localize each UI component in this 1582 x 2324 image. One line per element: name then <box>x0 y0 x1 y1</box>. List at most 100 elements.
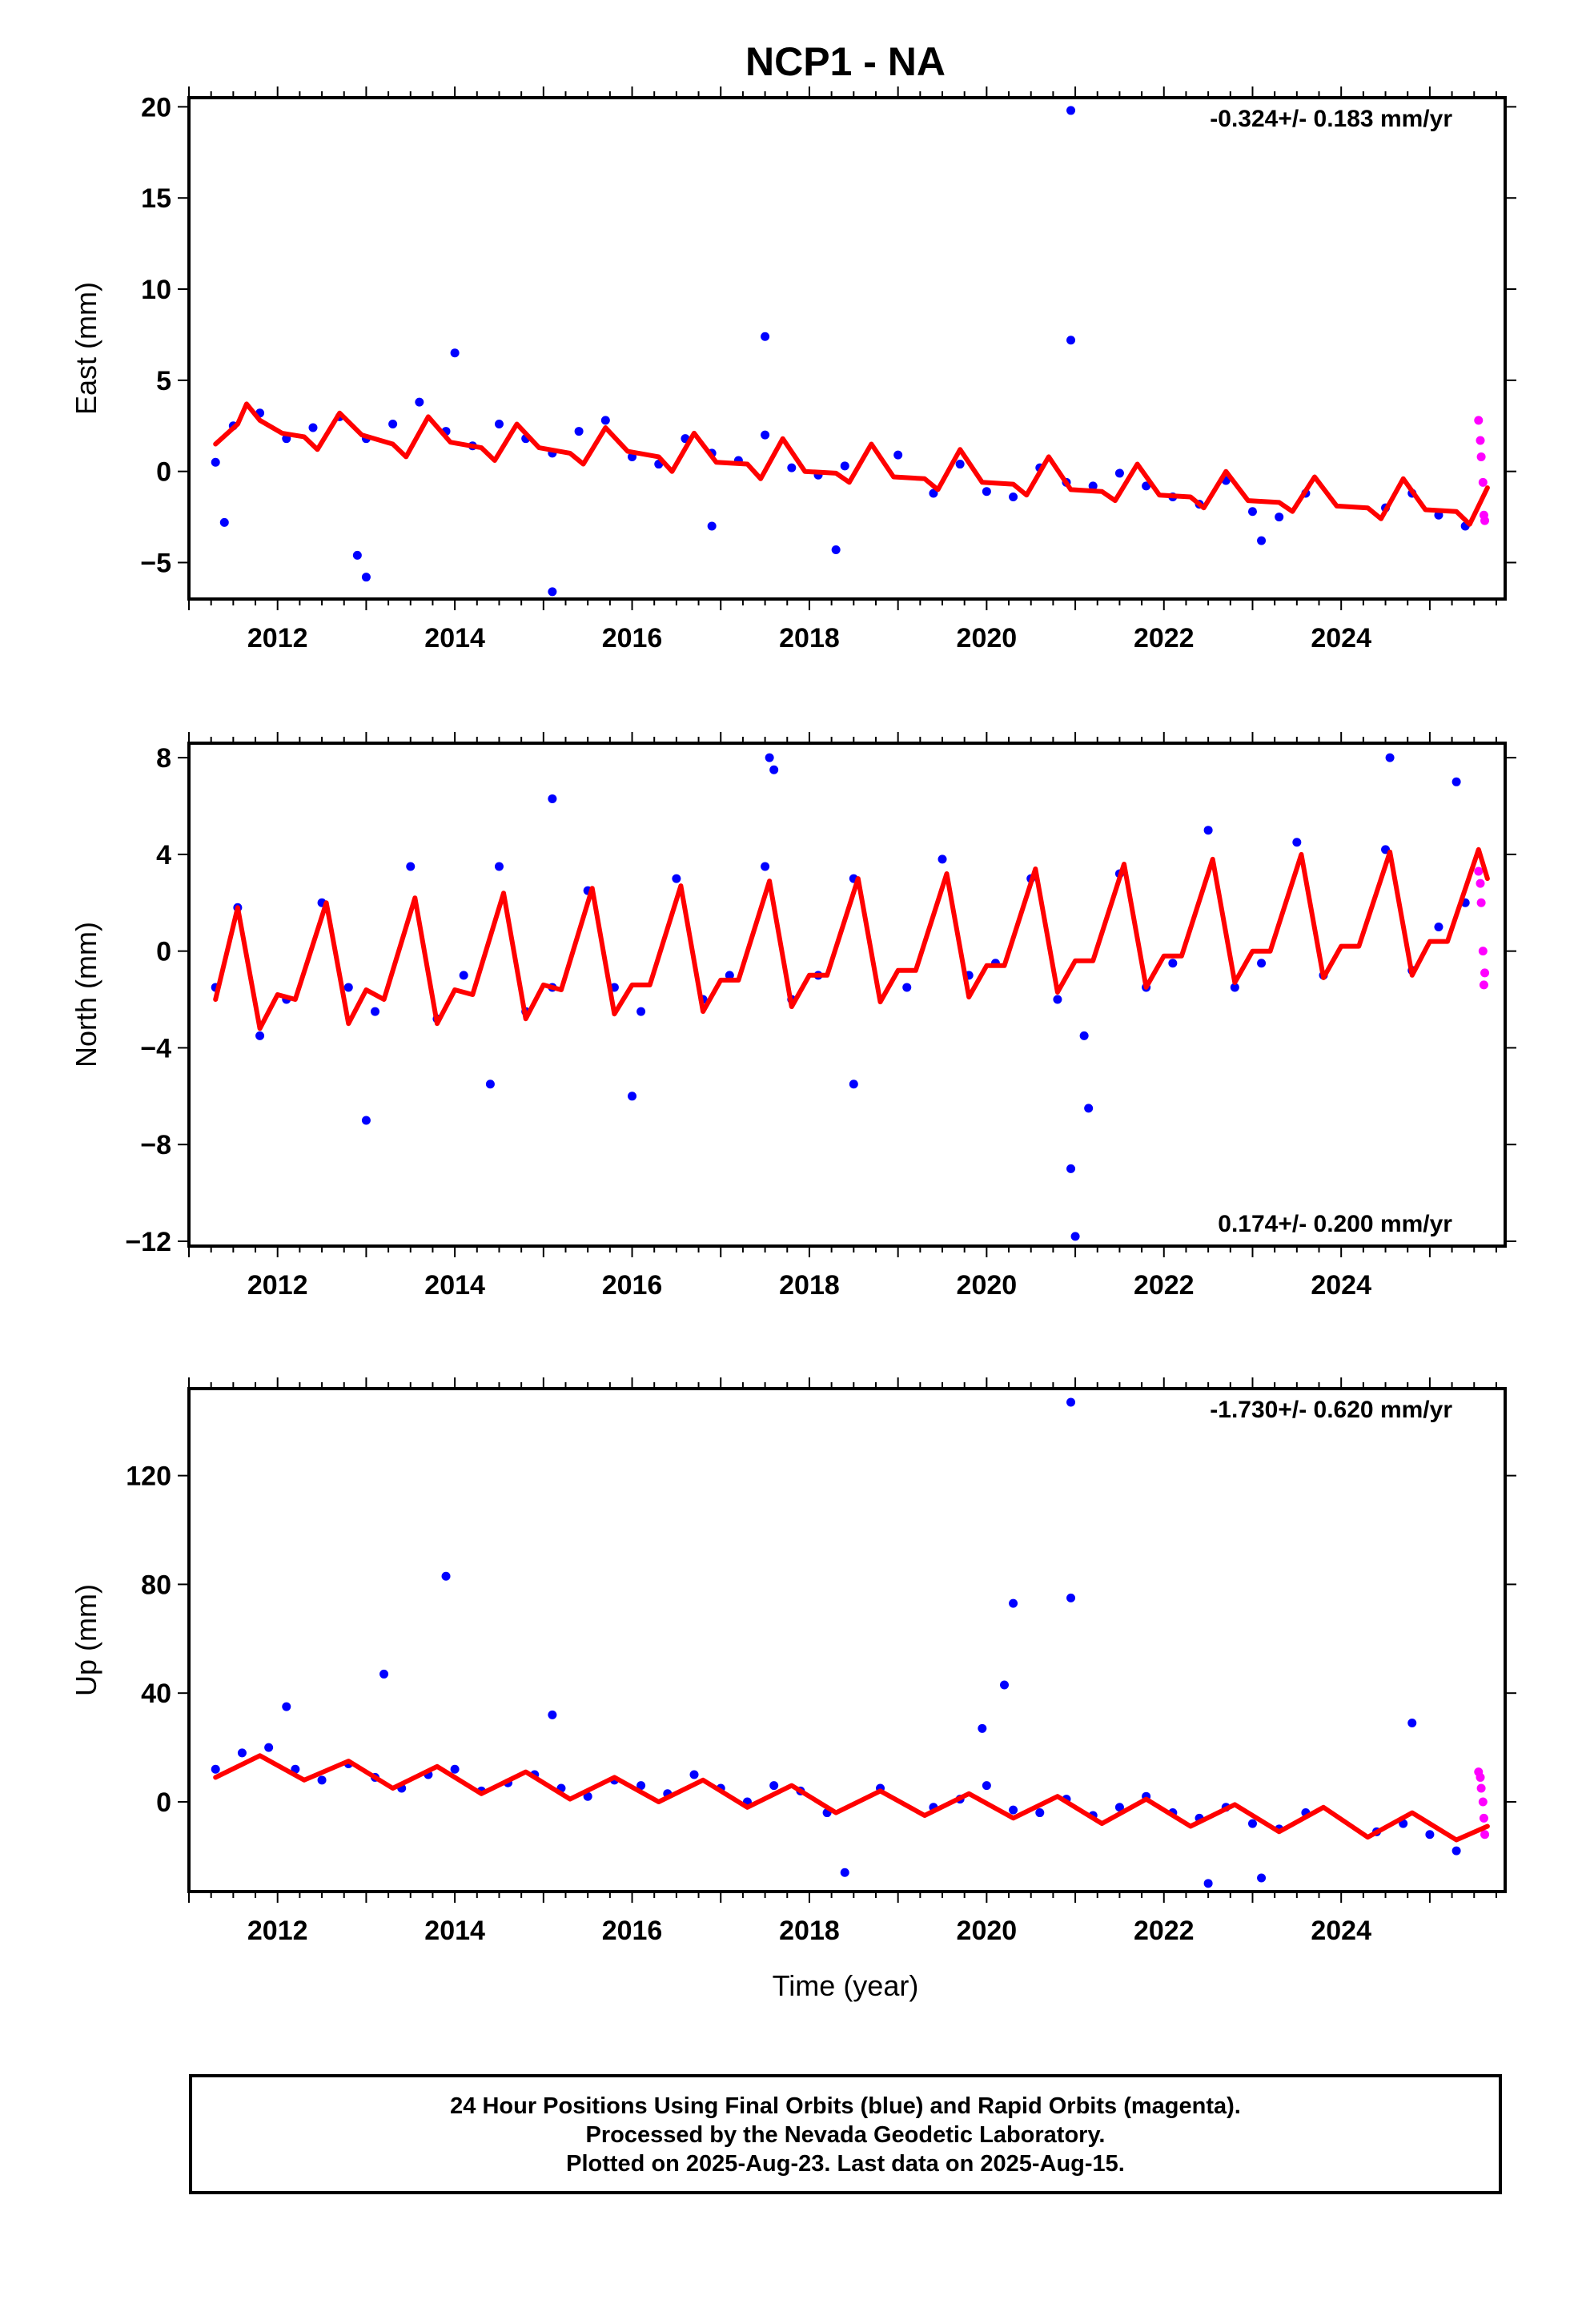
rapid-orbits-point <box>1476 1772 1485 1782</box>
x-tick-label: 2022 <box>1134 1270 1195 1301</box>
rapid-orbits-point <box>1476 1783 1486 1793</box>
final-orbits-point <box>1257 959 1267 968</box>
model-curve <box>213 846 1490 1031</box>
x-tick-label: 2012 <box>247 623 308 653</box>
rapid-orbits-point <box>1474 416 1484 425</box>
final-orbits-point <box>1385 753 1395 762</box>
plot-frame <box>187 96 1507 601</box>
y-tick-label: −5 <box>140 548 171 578</box>
y-tick-label: 0 <box>156 1787 171 1818</box>
x-tick-label: 2018 <box>779 1270 840 1301</box>
final-orbits-point <box>574 427 584 436</box>
y-tick-label: 80 <box>141 1570 171 1600</box>
y-tick-label: 0 <box>156 457 171 488</box>
final-orbits-point <box>978 1723 987 1733</box>
rate-annotation: -0.324+/- 0.183 mm/yr <box>1210 106 1452 132</box>
final-orbits-point <box>689 1770 699 1779</box>
x-tick-label: 2012 <box>247 1916 308 1946</box>
footer-line-1: 24 Hour Positions Using Final Orbits (bl… <box>450 2093 1241 2119</box>
data-layer <box>211 106 1490 597</box>
final-orbits-point <box>219 517 229 527</box>
final-orbits-point <box>982 1781 991 1791</box>
rapid-orbits-point <box>1480 968 1490 978</box>
x-axis-label: Time (year) <box>773 1969 919 2002</box>
final-orbits-point <box>902 983 912 992</box>
final-orbits-point <box>765 753 774 762</box>
final-orbits-point <box>415 397 424 407</box>
final-orbits-point <box>1203 826 1213 835</box>
y-tick-label: 20 <box>141 92 171 123</box>
final-orbits-point <box>548 587 557 597</box>
final-orbits-point <box>672 874 681 883</box>
final-orbits-point <box>237 1748 247 1758</box>
final-orbits-point <box>441 1571 451 1581</box>
final-orbits-point <box>1407 1719 1417 1728</box>
final-orbits-point <box>361 1116 371 1125</box>
final-orbits-point <box>893 450 903 460</box>
final-orbits-point <box>1292 838 1302 847</box>
rapid-orbits-point <box>1480 516 1490 525</box>
final-orbits-point <box>450 348 460 358</box>
y-axis-label: North (mm) <box>70 922 102 1068</box>
final-orbits-point <box>379 1669 389 1679</box>
final-orbits-point <box>1053 995 1062 1004</box>
final-orbits-point <box>840 1868 849 1877</box>
x-tick-label: 2024 <box>1311 623 1371 653</box>
y-tick-label: −4 <box>140 1033 171 1063</box>
final-orbits-point <box>1009 1805 1018 1815</box>
footer-line-2: Processed by the Nevada Geodetic Laborat… <box>585 2122 1106 2148</box>
final-orbits-point <box>450 1764 460 1774</box>
data-layer <box>211 753 1490 1241</box>
y-tick-label: −12 <box>125 1227 171 1257</box>
rapid-orbits-point <box>1476 452 1486 461</box>
final-orbits-point <box>787 463 797 472</box>
plot-frame <box>187 1387 1507 1893</box>
final-orbits-point <box>1114 468 1124 478</box>
final-orbits-point <box>255 1031 265 1040</box>
rapid-orbits-point <box>1476 436 1485 445</box>
rapid-orbits-point <box>1476 898 1486 907</box>
footer-caption-box: 24 Hour Positions Using Final Orbits (bl… <box>189 2074 1502 2194</box>
final-orbits-point <box>1035 1808 1045 1818</box>
y-tick-label: 10 <box>141 275 171 305</box>
y-tick-label: 5 <box>156 366 171 396</box>
rapid-orbits-point <box>1480 1830 1490 1839</box>
final-orbits-point <box>308 423 318 432</box>
x-tick-label: 2016 <box>602 623 663 653</box>
final-orbits-point <box>352 550 362 560</box>
final-orbits-point <box>1066 1593 1076 1602</box>
final-orbits-point <box>831 545 841 555</box>
final-orbits-point <box>1230 983 1239 992</box>
final-orbits-point <box>1066 106 1076 115</box>
final-orbits-point <box>1070 1232 1080 1241</box>
final-orbits-point <box>548 1710 557 1719</box>
plot-frame <box>187 742 1507 1248</box>
final-orbits-point <box>725 971 734 980</box>
final-orbits-point <box>1168 959 1178 968</box>
final-orbits-point <box>761 430 770 440</box>
final-orbits-point <box>769 765 779 774</box>
footer-line-3: Plotted on 2025-Aug-23. Last data on 202… <box>566 2151 1125 2177</box>
final-orbits-point <box>628 1092 637 1101</box>
final-orbits-point <box>361 573 371 582</box>
y-tick-label: 40 <box>141 1679 171 1709</box>
x-tick-label: 2018 <box>779 1916 840 1946</box>
final-orbits-point <box>485 1080 495 1089</box>
final-orbits-point <box>1088 481 1098 491</box>
final-orbits-point <box>211 1764 220 1774</box>
east-panel: 2012 2014 2016 2018 2020 2022 2024 −5 0 5 10 15 20 Ea… <box>70 86 1516 653</box>
final-orbits-point <box>600 416 610 425</box>
final-orbits-point <box>1203 1879 1213 1888</box>
final-orbits-point <box>343 983 353 992</box>
final-orbits-point <box>1000 1680 1010 1690</box>
final-orbits-point <box>1066 1164 1076 1173</box>
final-orbits-point <box>1009 1598 1018 1608</box>
final-orbits-point <box>1247 1819 1257 1828</box>
final-orbits-point <box>1452 777 1461 786</box>
figure-title: NCP1 - NA <box>745 39 946 84</box>
rate-annotation: -1.730+/- 0.620 mm/yr <box>1210 1397 1452 1423</box>
final-orbits-point <box>938 854 947 864</box>
rapid-orbits-point <box>1479 1813 1488 1823</box>
x-tick-label: 2020 <box>957 623 1018 653</box>
